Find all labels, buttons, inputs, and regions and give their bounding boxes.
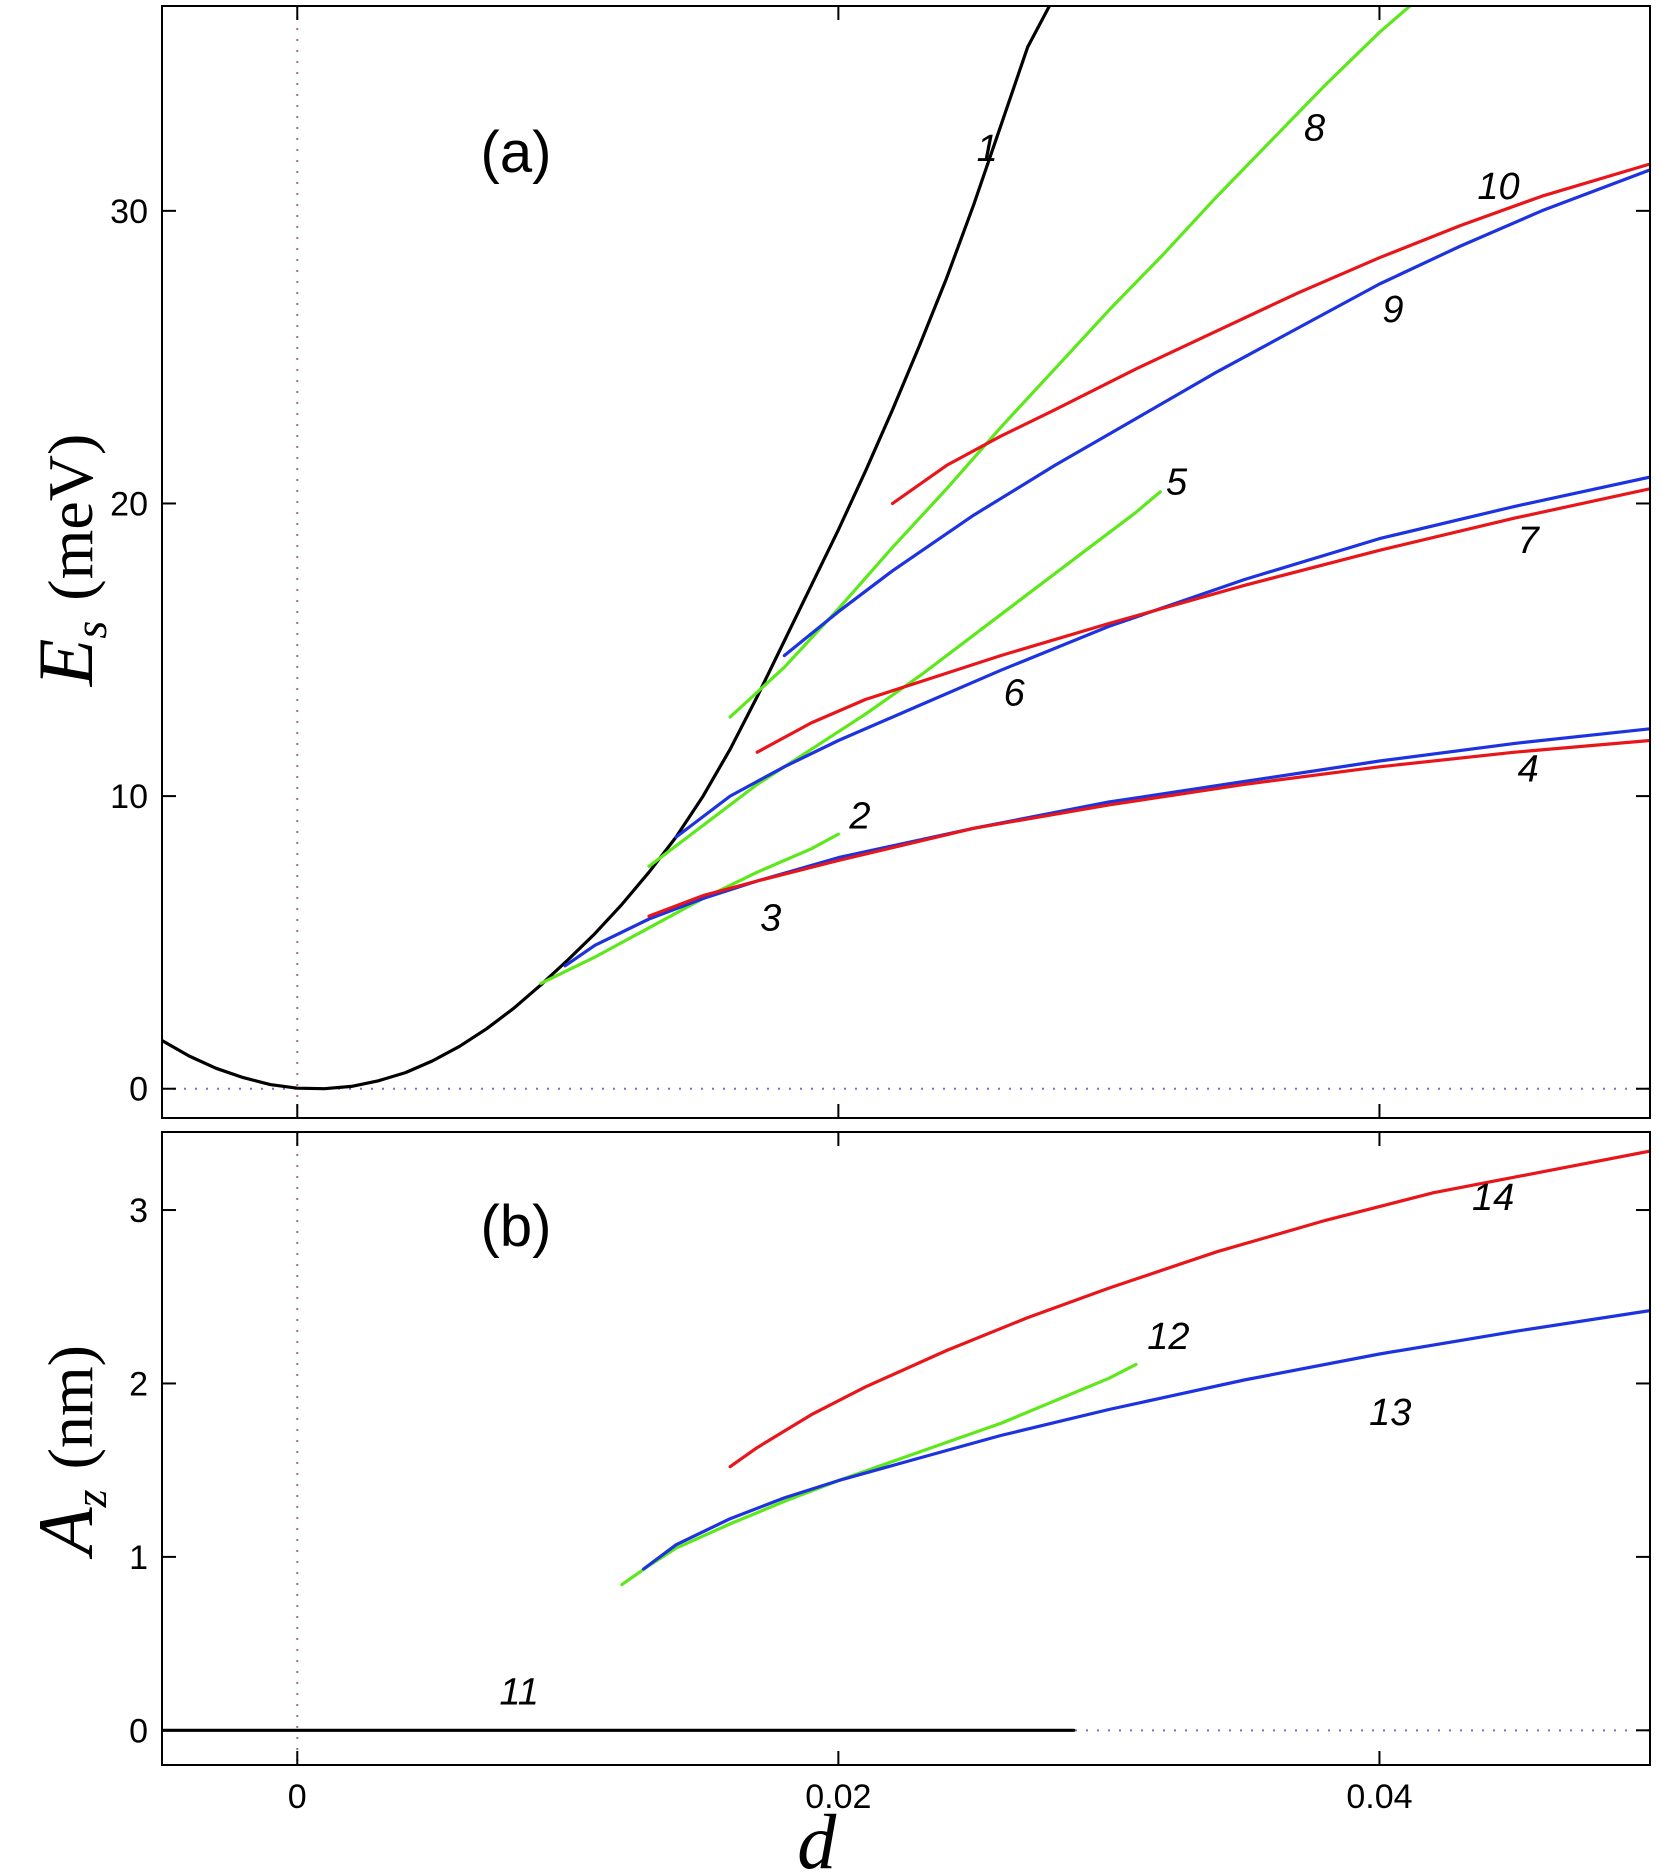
y-axis-subscript: s xyxy=(65,621,116,639)
y-tick-label: 0 xyxy=(129,1071,148,1109)
curve-label-9: 9 xyxy=(1382,289,1403,331)
curve-4 xyxy=(647,738,1650,918)
curve-6 xyxy=(674,475,1650,839)
curve-14 xyxy=(728,1149,1650,1469)
panel-label: (b) xyxy=(481,1194,552,1259)
panel-a: 1 2 3 4 5 6 7 8 9 10 0 10 20 30 (a) Es (meV) xyxy=(22,5,1651,1119)
y-axis-unit: (nm) xyxy=(35,1345,106,1469)
curve-label-6: 6 xyxy=(1004,672,1026,714)
curve-label-12: 12 xyxy=(1147,1316,1189,1358)
panel-label: (a) xyxy=(481,120,552,185)
curve-label-10: 10 xyxy=(1477,166,1519,208)
plot-frame xyxy=(161,5,1651,1119)
curve-label-8: 8 xyxy=(1304,108,1325,150)
curve-label-14: 14 xyxy=(1472,1177,1514,1219)
plot-frame xyxy=(161,1131,1651,1766)
series-group xyxy=(162,1149,1650,1732)
curve-label-7: 7 xyxy=(1518,520,1541,562)
y-axis-symbol: A xyxy=(22,1507,109,1560)
curve-10 xyxy=(890,162,1650,506)
x-tick-label: 0.02 xyxy=(805,1778,871,1816)
curve-12 xyxy=(620,1362,1138,1587)
curve-label-1: 1 xyxy=(977,128,998,170)
curve-3 xyxy=(563,727,1650,968)
x-tick-label: 0.04 xyxy=(1346,1778,1412,1816)
series-group xyxy=(162,6,1650,1091)
curve-label-3: 3 xyxy=(760,898,781,940)
y-tick-label: 10 xyxy=(110,778,148,816)
y-tick-label: 2 xyxy=(129,1365,148,1403)
y-axis-subscript: z xyxy=(65,1489,116,1508)
curve-1 xyxy=(162,6,1051,1091)
curve-9 xyxy=(782,168,1650,658)
x-tick-label: 0 xyxy=(288,1778,307,1816)
curve-label-11: 11 xyxy=(499,1671,538,1713)
x-axis-label: d xyxy=(797,1798,837,1873)
curve-8 xyxy=(728,6,1413,719)
y-tick-label: 20 xyxy=(110,485,148,523)
curve-2 xyxy=(539,832,840,985)
y-axis-label: Es (meV) xyxy=(22,434,116,688)
y-axis-unit: (meV) xyxy=(35,434,106,601)
y-tick-label: 3 xyxy=(129,1192,148,1230)
y-tick-label: 30 xyxy=(110,193,148,231)
curve-label-5: 5 xyxy=(1166,462,1188,504)
curve-label-13: 13 xyxy=(1369,1392,1411,1434)
y-tick-label: 1 xyxy=(129,1539,148,1577)
curve-13 xyxy=(642,1309,1650,1571)
y-tick-label: 0 xyxy=(129,1712,148,1750)
curve-7 xyxy=(755,487,1650,754)
curve-label-2: 2 xyxy=(848,795,870,837)
curve-5 xyxy=(647,490,1162,868)
y-axis-symbol: E xyxy=(22,639,109,688)
y-axis-label: Az (nm) xyxy=(22,1345,116,1560)
curve-label-4: 4 xyxy=(1518,748,1539,790)
